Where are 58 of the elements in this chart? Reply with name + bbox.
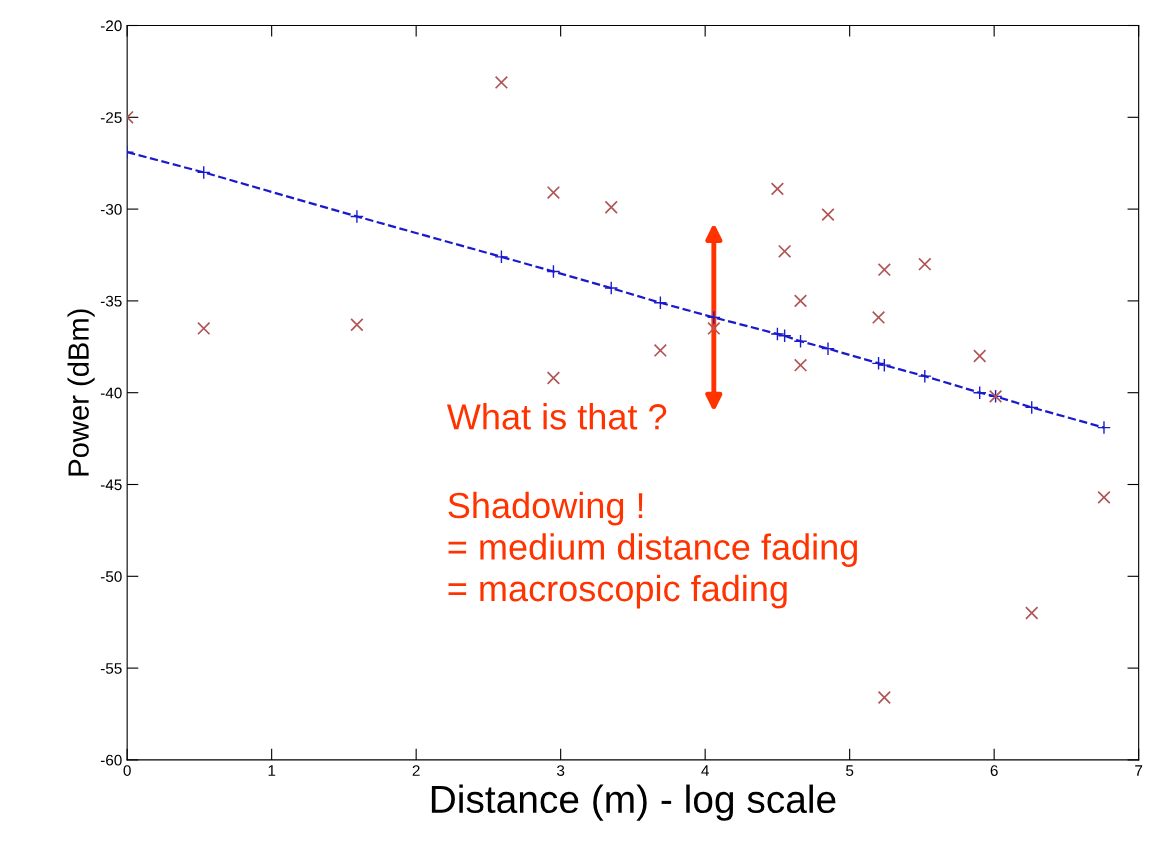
point <box>777 328 792 343</box>
x-tick-label: 0 <box>123 765 131 776</box>
y-tick-label: -20 <box>100 20 122 32</box>
point <box>350 318 364 332</box>
point <box>1097 420 1111 435</box>
point <box>494 249 509 264</box>
point <box>546 264 561 279</box>
point <box>877 263 891 277</box>
point <box>604 200 618 214</box>
point <box>707 321 721 336</box>
y-tick-label: -60 <box>100 754 122 766</box>
x-tick-label: 7 <box>1135 765 1143 776</box>
point <box>197 321 211 336</box>
point <box>494 75 509 90</box>
point <box>196 165 211 180</box>
x-axis-title: Distance (m) - log scale <box>431 784 836 821</box>
point <box>871 356 886 371</box>
x-tick-label: 5 <box>846 765 854 776</box>
point <box>604 281 619 295</box>
point <box>1025 606 1039 620</box>
point <box>546 371 561 385</box>
point <box>770 327 785 341</box>
point <box>706 310 721 325</box>
point <box>793 294 808 308</box>
point <box>871 310 886 325</box>
x-tick-label: 3 <box>556 765 565 776</box>
point <box>972 385 987 400</box>
y-tick-label: -25 <box>100 112 122 123</box>
y-tick-label: -50 <box>100 571 122 582</box>
point <box>821 207 835 222</box>
point <box>918 257 932 271</box>
point <box>1097 490 1111 504</box>
point <box>877 358 892 373</box>
point <box>877 690 891 705</box>
point <box>770 182 785 196</box>
x-tick-label: 1 <box>268 765 276 776</box>
x-tick-label: 4 <box>701 765 709 776</box>
y-tick-label: -40 <box>100 387 122 399</box>
y-tick-label: -35 <box>100 295 122 307</box>
point <box>821 341 835 356</box>
y-tick-label: -45 <box>100 479 122 491</box>
point <box>1024 400 1039 415</box>
point <box>546 185 561 200</box>
point <box>653 343 668 358</box>
x-tick-label: 2 <box>412 765 420 776</box>
point <box>973 349 987 363</box>
point <box>917 369 932 384</box>
annotation: Shadowing ! = medium distance fading = macroscopic fading <box>448 491 857 609</box>
point <box>349 209 364 224</box>
point <box>793 334 808 349</box>
y-axis-title: Power (dBm) <box>67 309 95 476</box>
y-tick-label: -55 <box>100 663 122 674</box>
x-tick-label: 6 <box>990 765 998 776</box>
y-tick-label: -30 <box>100 203 122 215</box>
point <box>793 358 808 372</box>
annotation: What is that ? <box>446 403 667 430</box>
point <box>653 295 668 310</box>
point <box>777 244 792 258</box>
